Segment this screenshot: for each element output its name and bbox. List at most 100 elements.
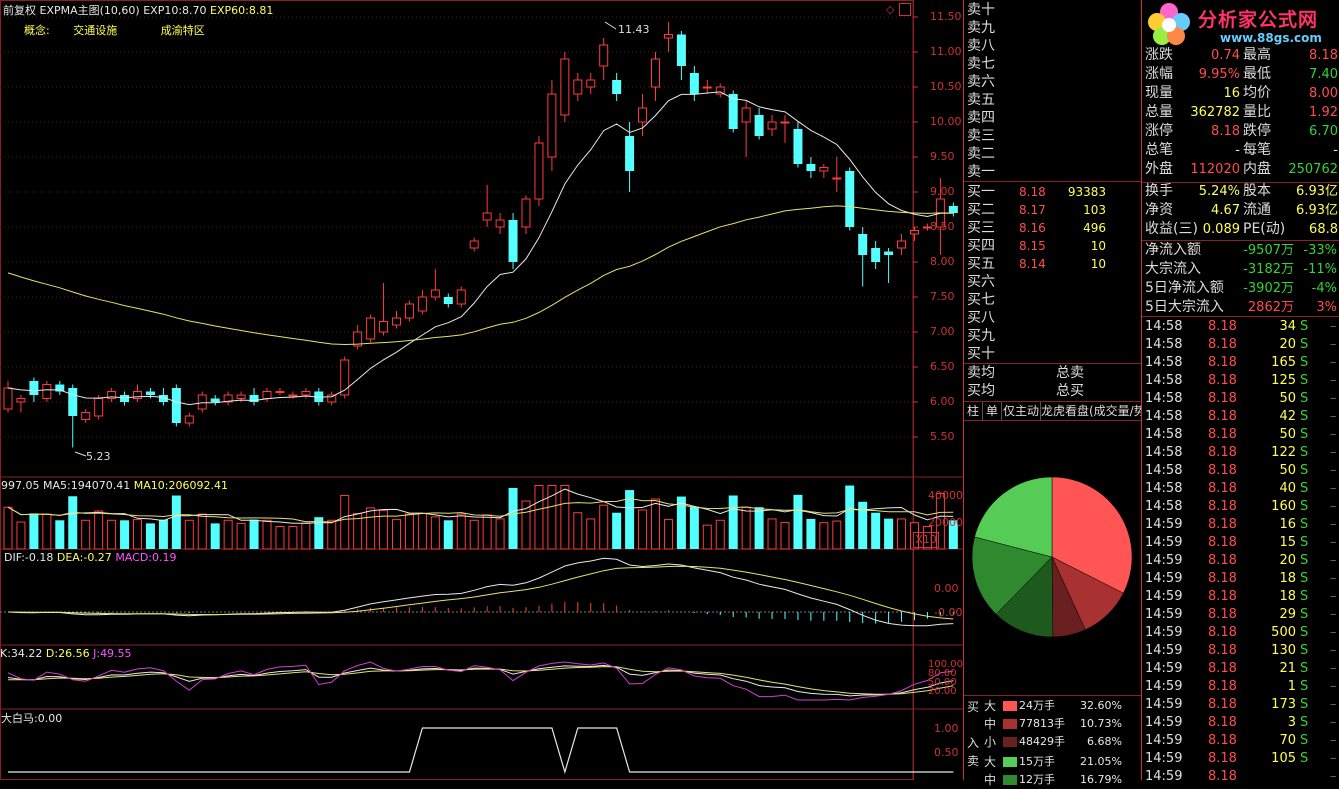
volume-bar (832, 520, 842, 550)
tick-row[interactable]: 14:58 8.18 125 S – (1142, 372, 1339, 390)
sell-level-row[interactable]: 卖二 (964, 145, 1142, 163)
kline-chart[interactable] (0, 0, 963, 780)
tick-row[interactable]: 14:59 8.18 70 S – (1142, 732, 1339, 750)
sell-level-row[interactable]: 卖十 (964, 1, 1142, 19)
tick-dash-icon: – (1330, 319, 1337, 334)
kdj-axis: 100.00 80.00 50.00 20.00 (928, 660, 963, 697)
dbm-axis-label: 0.50 (934, 746, 959, 759)
tick-dash-icon: – (1330, 715, 1337, 730)
diamond-icon[interactable]: ◇ (886, 3, 895, 16)
tick-row[interactable]: 14:59 8.18 105 S – (1142, 750, 1339, 768)
flow-percent: 10.73% (1080, 717, 1122, 730)
sell-level-row[interactable]: 卖六 (964, 73, 1142, 91)
buy-level-row[interactable]: 买十 (964, 345, 1142, 363)
buy-level-row[interactable]: 买二 8.17 103 (964, 201, 1142, 219)
volume-bar (210, 523, 220, 549)
tick-time: 14:59 (1145, 589, 1183, 604)
tick-side: S (1300, 553, 1309, 568)
chart-area[interactable]: 前复权 EXPMA主图(10,60) EXP10:8.70 EXP60:8.81… (0, 0, 963, 780)
capital-flow-label: 大宗流入 (1145, 261, 1201, 277)
tick-volume: 42 (1279, 409, 1296, 424)
brand-url[interactable]: www.88gs.com (1220, 31, 1322, 45)
buy-level-row[interactable]: 买六 (964, 273, 1142, 291)
tab-single[interactable]: 单 (983, 402, 1002, 420)
sell-level-row[interactable]: 卖四 (964, 109, 1142, 127)
flow-percent: 32.60% (1080, 699, 1122, 712)
tab-dragon-tiger[interactable]: 龙虎看盘(成交量/势 (1041, 404, 1142, 418)
tick-row[interactable]: 14:59 8.18 500 S – (1142, 624, 1339, 642)
tick-row[interactable]: 14:58 8.18 50 S – (1142, 426, 1339, 444)
volume-bar (547, 485, 557, 550)
sell-level-row[interactable]: 卖九 (964, 19, 1142, 37)
volume-bar (793, 494, 803, 549)
adj-label[interactable]: 前复权 (3, 4, 36, 17)
sell-level-row[interactable]: 卖八 (964, 37, 1142, 55)
volume-unit-badge[interactable]: X10 (913, 532, 939, 548)
flow-swatch (1003, 701, 1017, 711)
tick-price: 8.18 (1208, 625, 1237, 640)
tick-row[interactable]: 14:59 8.18 20 S – (1142, 552, 1339, 570)
tick-volume: 16 (1279, 517, 1296, 532)
tick-row[interactable]: 14:58 8.18 165 S – (1142, 354, 1339, 372)
candle-body (871, 248, 881, 262)
tab-bar-chart[interactable]: 柱 (964, 402, 983, 420)
tick-row[interactable]: 14:59 8.18 18 S – (1142, 570, 1339, 588)
indicator-title: EXPMA主图(10,60) (39, 4, 140, 17)
buy-level-volume: 93383 (1067, 185, 1106, 199)
buy-level-price: 8.15 (1019, 239, 1046, 253)
candle-body (392, 317, 401, 326)
tick-time: 14:59 (1145, 661, 1183, 676)
tick-row[interactable]: 14:58 8.18 20 S – (1142, 336, 1339, 354)
tick-row[interactable]: 14:58 8.18 40 S – (1142, 480, 1339, 498)
sell-level-row[interactable]: 卖一 (964, 163, 1142, 181)
concept-tag[interactable]: 成渝特区 (160, 24, 205, 37)
tick-row[interactable]: 14:59 8.18 18 S – (1142, 588, 1339, 606)
tick-volume: 165 (1271, 355, 1296, 370)
stat-label: 收益(三) (1145, 221, 1198, 237)
buy-level-row[interactable]: 买四 8.15 10 (964, 237, 1142, 255)
volume-bar (495, 518, 505, 550)
concept-tag[interactable]: 交通设施 (73, 24, 118, 37)
tick-row[interactable]: 14:58 8.18 34 S – (1142, 318, 1339, 336)
tick-row[interactable]: 14:59 8.18 15 S – (1142, 534, 1339, 552)
sell-level-row[interactable]: 卖三 (964, 127, 1142, 145)
tick-row[interactable]: 14:59 8.18 16 S – (1142, 516, 1339, 534)
tick-row[interactable]: 14:58 8.18 42 S – (1142, 408, 1339, 426)
buy-level-row[interactable]: 买一 8.18 93383 (964, 183, 1142, 201)
divider (1142, 182, 1339, 183)
volume-bar (728, 495, 738, 549)
pie-slice (1051, 476, 1133, 594)
stat-row: 涨幅 9.95% 最低 7.40 (1142, 65, 1339, 84)
candle-body (625, 136, 635, 171)
tick-row[interactable]: 14:59 8.18 21 S – (1142, 660, 1339, 678)
tick-row[interactable]: 14:59 8.18 130 S – (1142, 642, 1339, 660)
buy-level-row[interactable]: 买五 8.14 10 (964, 255, 1142, 273)
buy-level-row[interactable]: 买三 8.16 496 (964, 219, 1142, 237)
tick-side: S (1300, 409, 1309, 424)
tick-row[interactable]: 14:59 8.18 29 S – (1142, 606, 1339, 624)
candle-body (120, 395, 130, 402)
tick-row[interactable]: 14:58 8.18 50 S – (1142, 390, 1339, 408)
tick-row[interactable]: 14:58 8.18 50 S – (1142, 462, 1339, 480)
stat-label: 总量 (1145, 104, 1173, 120)
tick-volume: 500 (1271, 625, 1296, 640)
sell-level-row[interactable]: 卖七 (964, 55, 1142, 73)
volume-bar (676, 496, 686, 549)
buy-level-row[interactable]: 买七 (964, 291, 1142, 309)
sell-level-row[interactable]: 卖五 (964, 91, 1142, 109)
tick-row[interactable]: 14:58 8.18 160 S – (1142, 498, 1339, 516)
dbm-axis-label: 1.00 (934, 722, 959, 735)
tick-row[interactable]: 14:59 8.18 173 S – (1142, 696, 1339, 714)
buy-level-row[interactable]: 买九 (964, 327, 1142, 345)
volume-bar (249, 519, 259, 549)
candle-body (68, 388, 78, 416)
buy-level-row[interactable]: 买八 (964, 309, 1142, 327)
candle-body (236, 394, 246, 399)
candles (3, 21, 958, 448)
maximize-icon[interactable] (899, 3, 911, 16)
tick-row[interactable]: 14:59 8.18 1 S – (1142, 678, 1339, 696)
tick-row[interactable]: 14:58 8.18 122 S – (1142, 444, 1339, 462)
tab-active-only[interactable]: 仅主动 (1002, 402, 1041, 420)
tick-row[interactable]: 14:59 8.18 3 S – (1142, 714, 1339, 732)
tick-row[interactable]: 14:59 8.18 – (1142, 768, 1339, 786)
